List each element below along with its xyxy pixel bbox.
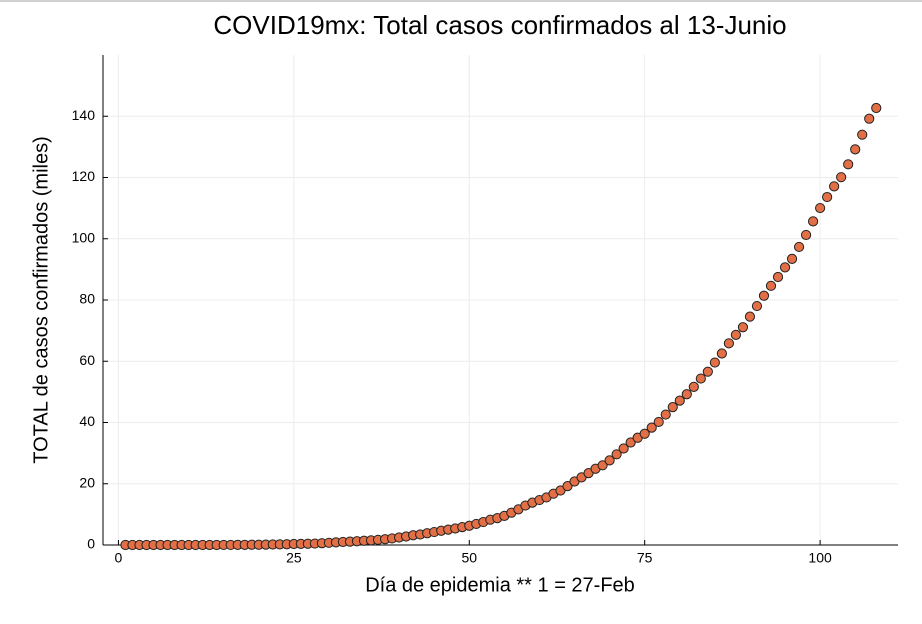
point: [815, 202, 826, 214]
y-tick-label: 40: [79, 413, 95, 429]
x-tick-label: 0: [115, 550, 123, 566]
y-tick-label: 20: [79, 474, 95, 490]
point: [864, 113, 875, 124]
point: [744, 311, 756, 322]
point: [836, 172, 847, 183]
point: [800, 229, 812, 241]
point: [597, 460, 608, 471]
point: [758, 290, 770, 301]
y-tick-label: 60: [79, 352, 95, 368]
point: [660, 409, 671, 420]
point: [646, 422, 657, 433]
chart-title: COVID19mx: Total casos confirmados al 13…: [213, 10, 786, 40]
point: [709, 357, 720, 368]
point: [793, 241, 805, 253]
point: [639, 428, 650, 439]
point: [604, 455, 615, 466]
point: [737, 322, 749, 333]
marks: [120, 102, 882, 551]
point: [674, 395, 685, 406]
point: [779, 262, 791, 273]
point: [829, 181, 840, 192]
point: [850, 144, 861, 155]
point: [730, 329, 742, 340]
point: [625, 437, 636, 448]
y-tick-label: 0: [87, 536, 95, 552]
point: [765, 280, 777, 291]
y-tick-label: 80: [79, 291, 95, 307]
point: [786, 253, 798, 264]
x-tick-label: 50: [461, 550, 477, 566]
point: [871, 102, 882, 114]
point: [618, 443, 629, 454]
point: [822, 191, 833, 203]
x-tick-label: 75: [637, 550, 653, 566]
y-axis-label: TOTAL de casos confirmados (miles): [30, 136, 52, 464]
point: [681, 389, 692, 400]
point: [702, 366, 713, 377]
point: [653, 416, 664, 428]
point: [611, 449, 622, 460]
point: [695, 373, 706, 384]
point: [716, 348, 727, 359]
point: [723, 338, 734, 349]
point: [843, 159, 854, 170]
point: [688, 381, 699, 392]
x-tick-label: 25: [286, 550, 302, 566]
y-tick-label: 100: [72, 229, 96, 245]
point: [751, 300, 763, 312]
y-tick-label: 120: [72, 168, 96, 184]
point: [807, 216, 819, 227]
y-tick-label: 140: [72, 107, 96, 123]
point: [772, 271, 784, 283]
grid: 0 25 50 75 100 0 20 40 60 80 100 120 140: [72, 55, 898, 566]
point: [857, 129, 868, 140]
point: [562, 481, 573, 492]
point: [667, 401, 678, 413]
x-axis-label: Día de epidemia ** 1 = 27-Feb: [365, 574, 635, 596]
x-tick-label: 100: [808, 550, 832, 566]
